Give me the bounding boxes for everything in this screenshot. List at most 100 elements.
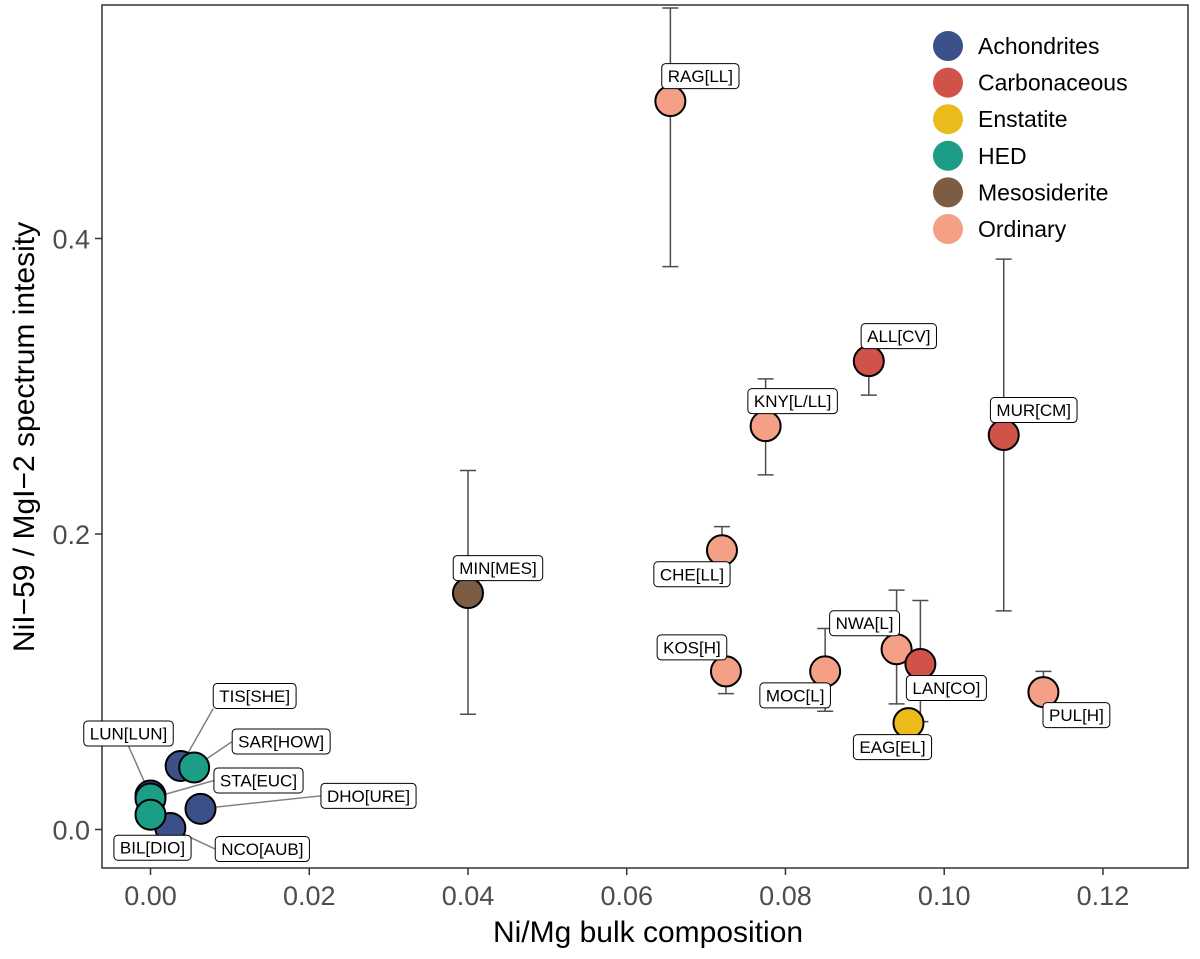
data-point xyxy=(709,655,742,688)
point-label: EAG[EL] xyxy=(852,734,933,761)
data-point xyxy=(987,419,1020,452)
point-label-text: ALL[CV] xyxy=(867,327,930,346)
point-label-box xyxy=(214,836,310,863)
data-point xyxy=(705,534,738,567)
point-label-box xyxy=(452,555,544,582)
point-label-text: TIS[SHE] xyxy=(219,687,290,706)
legend-item: Achondrites xyxy=(933,31,1099,61)
point-label: NWA[L] xyxy=(829,610,901,637)
point-label-text: EAG[EL] xyxy=(859,738,925,757)
point-label-text: MOC[L] xyxy=(766,686,825,705)
point-label-box xyxy=(213,767,304,794)
point-label-box xyxy=(83,720,174,747)
data-point xyxy=(451,577,484,610)
point-label: RAG[LL] xyxy=(661,63,740,90)
point-label-text: MUR[CM] xyxy=(996,401,1071,420)
x-tick-label: 0.12 xyxy=(1077,881,1130,911)
point-label: SAR[HOW] xyxy=(231,728,331,755)
point-label-box xyxy=(212,682,297,709)
point-label-text: MIN[MES] xyxy=(459,559,536,578)
point-label-text: RAG[LL] xyxy=(668,67,733,86)
legend-label: HED xyxy=(978,143,1027,169)
point-label: KNY[L/LL] xyxy=(747,388,838,415)
point-label: MUR[CM] xyxy=(989,397,1078,424)
point-label-text: LUN[LUN] xyxy=(90,725,167,744)
point-label-box xyxy=(320,782,417,809)
legend-item: Mesosiderite xyxy=(933,177,1108,208)
legend-item: Ordinary xyxy=(933,214,1067,244)
point-label-box xyxy=(1042,702,1111,729)
point-label-text: DHO[URE] xyxy=(327,787,410,806)
legend-label: Carbonaceous xyxy=(978,70,1128,96)
point-label: KOS[H] xyxy=(656,634,728,661)
point-label-text: NWA[L] xyxy=(836,614,894,633)
point-label-box xyxy=(852,734,933,761)
axes: 0.00 0.02 0.04 0.06 0.08 0.10 0.12 0.0 0.2 0.4 xyxy=(52,225,1129,912)
legend-label: Achondrites xyxy=(978,33,1099,59)
x-tick-label: 0.08 xyxy=(759,881,812,911)
data-point xyxy=(654,85,687,118)
point-label: PUL[H] xyxy=(1042,702,1111,729)
legend-item: HED xyxy=(933,140,1027,171)
y-tick-label: 0.2 xyxy=(52,520,90,550)
point-label: ALL[CV] xyxy=(860,323,937,350)
point-label-text: PUL[H] xyxy=(1049,706,1104,725)
data-point xyxy=(184,792,217,825)
point-label-text: STA[EUC] xyxy=(220,771,297,790)
legend-swatch xyxy=(933,31,963,61)
x-axis-title: Ni/Mg bulk composition xyxy=(493,916,803,949)
x-tick-label: 0.06 xyxy=(600,881,653,911)
point-label-text: KOS[H] xyxy=(663,638,721,657)
data-point xyxy=(178,751,211,784)
x-tick-label: 0.10 xyxy=(918,881,971,911)
point-label-box xyxy=(747,388,838,415)
point-label: TIS[SHE] xyxy=(212,682,297,709)
data-point xyxy=(809,655,842,688)
point-label: LAN[CO] xyxy=(905,675,987,702)
point-label-text: SAR[HOW] xyxy=(238,732,324,751)
point-labels: RAG[LL] ALL[CV] KNY[L/LL] MUR[CM] CHE[LL] MIN… xyxy=(83,63,1111,863)
point-label-text: LAN[CO] xyxy=(912,679,980,698)
point-label-box xyxy=(759,682,831,709)
legend-item: Carbonaceous xyxy=(933,67,1128,98)
point-label-box xyxy=(656,634,728,661)
point-label-box xyxy=(653,561,731,588)
data-point xyxy=(892,707,925,740)
point-label: STA[EUC] xyxy=(213,767,304,794)
label-leader xyxy=(200,795,322,810)
point-label-box xyxy=(829,610,901,637)
point-label-box xyxy=(231,728,331,755)
point-label: CHE[LL] xyxy=(653,561,731,588)
y-axis-title: NiI−59 / MgI−2 spectrum intesity xyxy=(8,222,41,652)
point-label-box xyxy=(860,323,937,350)
y-tick-label: 0.0 xyxy=(52,816,90,846)
legend: Achondrites Carbonaceous Enstatite HED Mesos… xyxy=(933,31,1128,244)
legend-swatch xyxy=(933,177,963,208)
point-label: NCO[AUB] xyxy=(214,836,310,863)
point-label-box xyxy=(113,834,192,861)
point-label: BIL[DIO] xyxy=(113,834,192,861)
point-label-text: NCO[AUB] xyxy=(221,840,303,859)
point-label-box xyxy=(661,63,740,90)
data-point xyxy=(904,648,937,681)
legend-swatch xyxy=(933,214,963,244)
x-tick-label: 0.04 xyxy=(442,881,495,911)
legend-label: Mesosiderite xyxy=(978,179,1108,205)
point-label: LUN[LUN] xyxy=(83,720,174,747)
data-point xyxy=(134,798,167,831)
legend-swatch xyxy=(933,67,963,98)
legend-item: Enstatite xyxy=(933,104,1068,135)
point-label-box xyxy=(905,675,987,702)
legend-label: Enstatite xyxy=(978,106,1068,132)
legend-label: Ordinary xyxy=(978,216,1067,242)
y-tick-label: 0.4 xyxy=(52,225,90,255)
x-tick-label: 0.02 xyxy=(283,881,336,911)
legend-swatch xyxy=(933,140,963,171)
legend-swatch xyxy=(933,104,963,135)
point-label: DHO[URE] xyxy=(320,782,417,809)
point-label-text: CHE[LL] xyxy=(660,565,724,584)
data-points xyxy=(134,85,1060,845)
x-tick-label: 0.00 xyxy=(124,881,177,911)
